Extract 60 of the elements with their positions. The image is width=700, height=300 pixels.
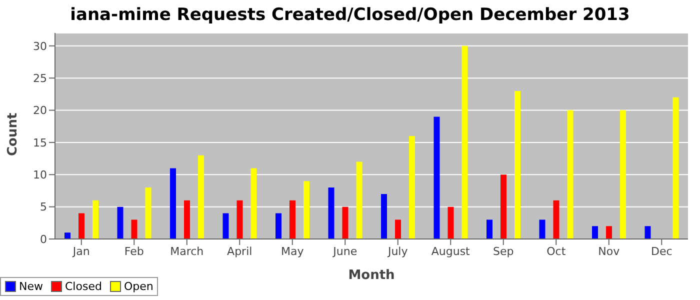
y-tick-label: 25	[33, 72, 47, 85]
y-tick-label: 15	[33, 136, 47, 150]
bar	[606, 226, 612, 239]
bar	[380, 194, 387, 239]
x-tick-label: March	[170, 244, 204, 258]
x-tick-label: Nov	[598, 244, 620, 258]
x-tick-label: April	[227, 244, 252, 258]
bar	[644, 226, 651, 239]
bar	[553, 200, 560, 239]
bar	[394, 220, 401, 239]
bar	[145, 188, 152, 239]
bar	[64, 232, 70, 239]
bar	[131, 220, 138, 239]
y-tick-label: 20	[33, 104, 47, 118]
bar	[250, 168, 257, 239]
bar	[500, 174, 506, 239]
y-tick-label: 10	[33, 168, 47, 182]
bar	[514, 90, 520, 239]
bar	[170, 168, 176, 239]
x-tick-label: Sep	[493, 244, 514, 258]
legend-label: Open	[124, 280, 154, 293]
bar	[303, 181, 310, 239]
y-tick-label: 30	[33, 40, 47, 53]
bar	[342, 206, 348, 239]
bar	[289, 200, 296, 239]
x-tick-label: Oct	[546, 244, 566, 258]
bar	[222, 213, 229, 239]
bar	[356, 162, 362, 239]
bar	[592, 226, 598, 239]
x-tick-label: May	[281, 244, 304, 258]
bar	[328, 188, 334, 239]
bar	[620, 110, 626, 239]
bar	[462, 46, 468, 239]
x-axis-title: Month	[348, 268, 395, 283]
bar	[78, 213, 84, 239]
x-tick-label: Dec	[650, 244, 672, 258]
bar	[408, 136, 415, 239]
y-tick-label: 0	[40, 232, 47, 246]
y-tick-label: 5	[40, 200, 47, 214]
x-tick-label: June	[332, 244, 358, 258]
bar	[275, 213, 282, 239]
chart-title: iana-mime Requests Created/Closed/Open December 2013	[69, 4, 631, 27]
bar	[92, 200, 98, 239]
x-tick-label: Jan	[72, 244, 90, 258]
bar	[672, 97, 679, 239]
bar	[236, 200, 243, 239]
bar	[184, 200, 190, 239]
x-tick-label: Feb	[124, 244, 144, 258]
bar	[198, 155, 204, 239]
legend-label: Closed	[65, 280, 102, 293]
bar	[448, 206, 454, 239]
bar	[539, 220, 546, 239]
bar	[434, 116, 440, 239]
x-tick-label: August	[431, 244, 471, 258]
bar	[567, 110, 574, 239]
legend-label: New	[19, 280, 43, 293]
x-tick-label: July	[386, 244, 408, 258]
bar	[486, 220, 492, 239]
bar	[117, 206, 124, 239]
y-axis-title: Count	[6, 112, 21, 156]
